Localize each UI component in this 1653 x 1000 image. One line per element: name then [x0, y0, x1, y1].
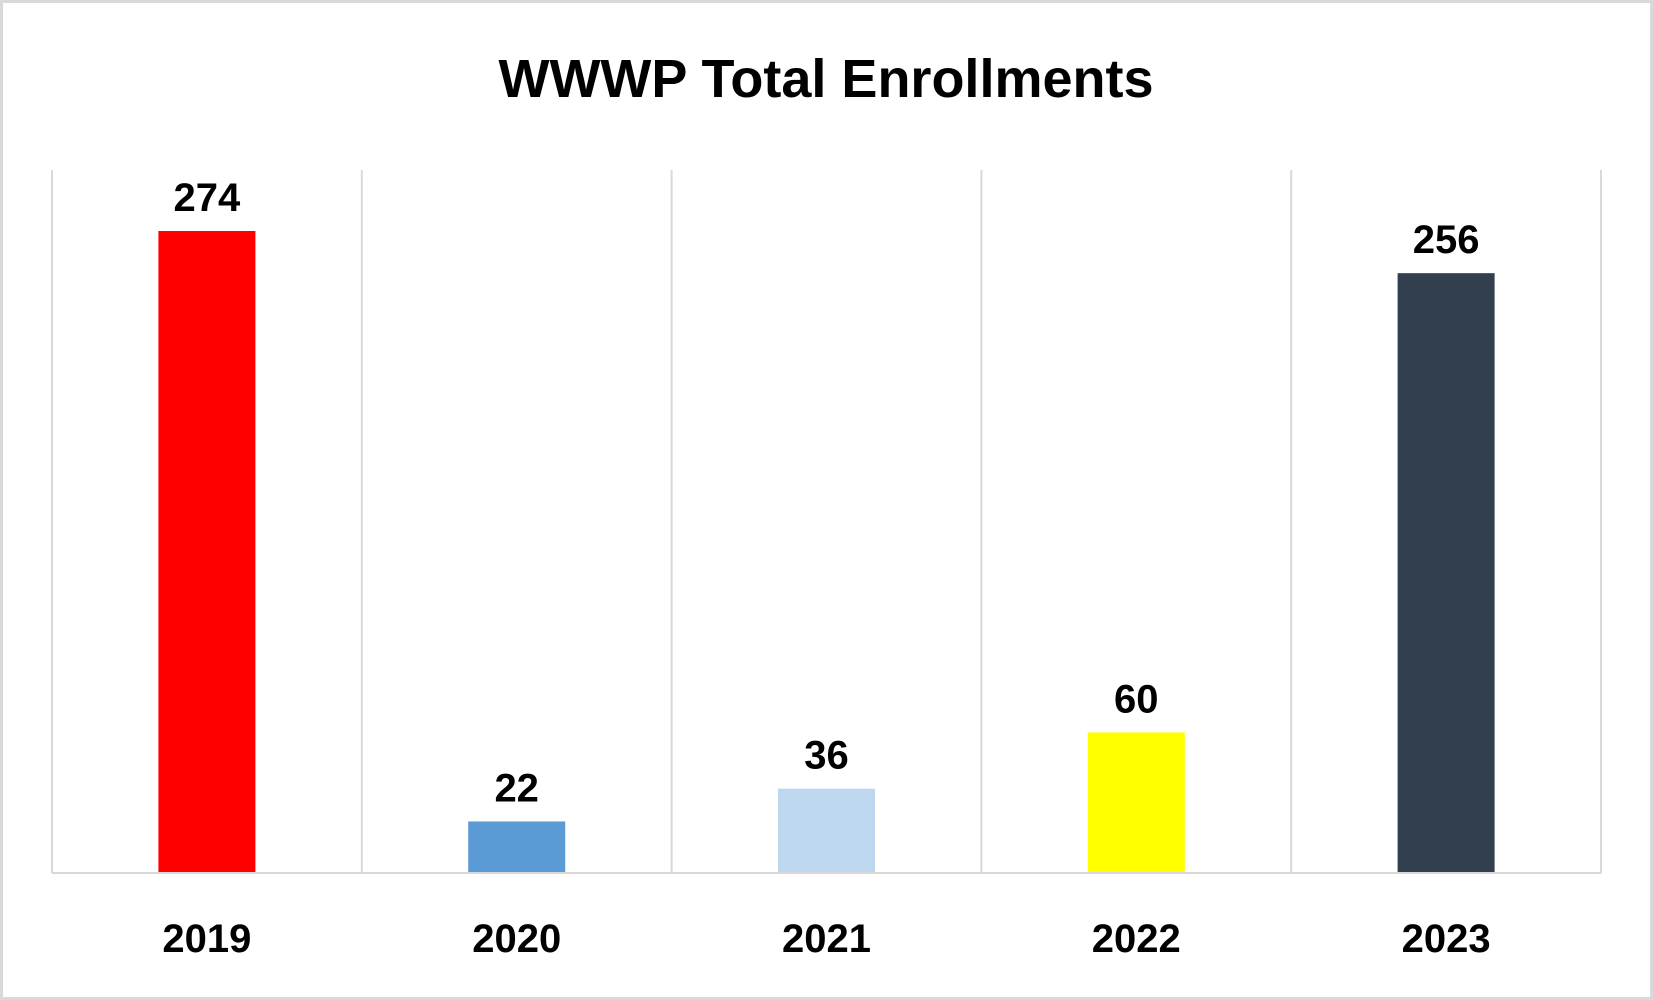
data-labels: 274 22 36 60 256	[174, 176, 1480, 810]
x-tick-label-2019: 2019	[162, 917, 251, 961]
data-label-2020: 22	[494, 766, 539, 810]
bar-2019	[158, 231, 256, 873]
chart-title: WWWP Total Enrollments	[499, 49, 1154, 109]
data-label-2023: 256	[1413, 218, 1480, 262]
grid-lines	[51, 170, 1602, 873]
data-label-2022: 60	[1114, 677, 1159, 721]
bar-2022	[1087, 732, 1185, 873]
x-tick-label-2023: 2023	[1402, 917, 1491, 961]
bar-2021	[778, 788, 875, 873]
x-axis-tick-labels: 2019 2020 2021 2022 2023	[162, 917, 1490, 961]
bar-2023	[1397, 273, 1495, 873]
bars	[158, 231, 1495, 873]
bar-2020	[468, 821, 566, 873]
data-label-2019: 274	[174, 176, 241, 220]
data-label-2021: 36	[804, 734, 849, 778]
x-tick-label-2022: 2022	[1092, 917, 1181, 961]
x-tick-label-2020: 2020	[472, 917, 561, 961]
x-tick-label-2021: 2021	[782, 917, 871, 961]
